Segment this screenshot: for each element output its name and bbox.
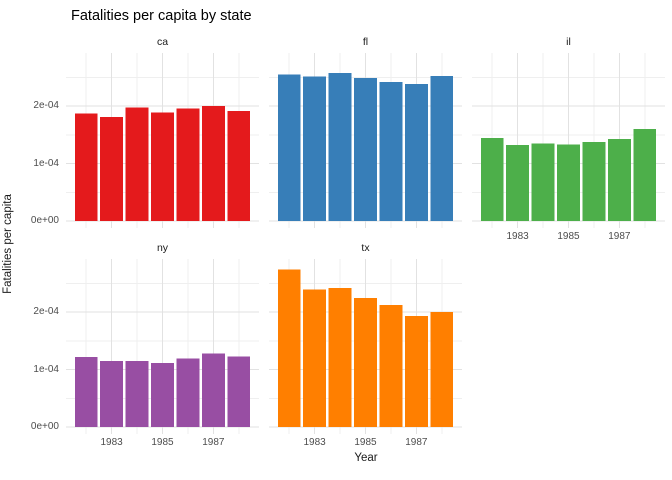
facet-strip-fl: fl xyxy=(362,36,369,48)
y-tick-label: 1e-04 xyxy=(33,157,59,169)
x-tick-label: 1985 xyxy=(557,231,580,242)
y-tick-label: 1e-04 xyxy=(33,363,59,375)
bar-ca-1987 xyxy=(201,106,225,221)
bar-il-1984 xyxy=(531,143,555,222)
bar-ny-1983 xyxy=(100,360,124,428)
bar-ca-1983 xyxy=(100,116,124,221)
facet-strip-tx: tx xyxy=(361,242,370,254)
bar-il-1982 xyxy=(480,138,504,221)
bar-ny-1986 xyxy=(176,358,200,427)
bar-ca-1986 xyxy=(176,108,200,221)
bar-il-1988 xyxy=(633,129,657,221)
bar-ca-1988 xyxy=(227,111,251,221)
bar-ny-1987 xyxy=(201,353,225,427)
x-tick-label: 1985 xyxy=(354,437,377,448)
bar-ca-1984 xyxy=(125,107,149,221)
bar-fl-1983 xyxy=(303,76,327,222)
facet-panel-il xyxy=(472,53,665,228)
facet-strip-il: il xyxy=(566,36,571,48)
bar-fl-1982 xyxy=(277,74,301,222)
bar-il-1986 xyxy=(582,142,606,221)
y-tick-label: 2e-04 xyxy=(33,306,59,317)
bar-tx-1987 xyxy=(404,316,428,427)
facet-panel-ny xyxy=(66,259,259,434)
x-tick-label: 1983 xyxy=(506,231,529,242)
x-tick-label: 1983 xyxy=(303,437,326,448)
facet-strip-ny: ny xyxy=(156,242,169,254)
bar-ca-1982 xyxy=(74,113,98,221)
facet-panel-tx xyxy=(269,259,462,434)
bar-fl-1984 xyxy=(328,73,352,221)
bar-fl-1988 xyxy=(430,76,454,221)
bar-tx-1986 xyxy=(379,305,403,427)
bar-fl-1986 xyxy=(379,81,403,221)
facet-panel-fl xyxy=(269,53,462,228)
x-tick-label: 1987 xyxy=(202,437,225,448)
bar-tx-1983 xyxy=(303,289,327,427)
bar-ny-1982 xyxy=(74,356,98,427)
y-tick-label: 2e-04 xyxy=(33,100,59,111)
bar-tx-1982 xyxy=(277,269,301,427)
facet-strip-ca: ca xyxy=(156,36,169,48)
bar-il-1987 xyxy=(607,138,631,221)
x-axis-title: Year xyxy=(354,452,378,464)
bar-ca-1985 xyxy=(151,112,174,221)
y-tick-label: 0e+00 xyxy=(30,215,59,226)
x-tick-label: 1987 xyxy=(405,437,428,448)
x-tick-label: 1987 xyxy=(608,231,631,242)
x-tick-label: 1985 xyxy=(151,437,174,448)
y-tick-label: 0e+00 xyxy=(30,421,59,432)
bar-tx-1985 xyxy=(354,298,377,427)
bar-tx-1988 xyxy=(430,312,454,427)
bar-fl-1985 xyxy=(354,77,377,221)
bar-il-1983 xyxy=(506,145,530,221)
bar-ny-1985 xyxy=(151,363,174,427)
facet-panel-ca xyxy=(66,53,259,228)
x-tick-label: 1983 xyxy=(100,437,123,448)
bar-ny-1988 xyxy=(227,356,251,427)
bar-fl-1987 xyxy=(404,84,428,222)
bar-tx-1984 xyxy=(328,287,352,427)
bar-il-1985 xyxy=(557,144,580,221)
plot-title: Fatalities per capita by state xyxy=(71,8,252,24)
bar-ny-1984 xyxy=(125,360,149,428)
